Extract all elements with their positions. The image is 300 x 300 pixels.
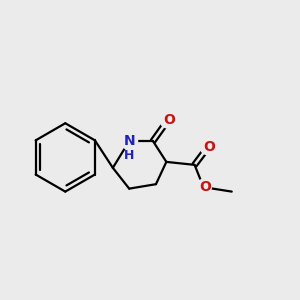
Text: O: O	[203, 140, 215, 154]
Text: O: O	[199, 180, 211, 194]
Circle shape	[200, 139, 216, 155]
Text: O: O	[164, 113, 175, 127]
Text: N: N	[123, 134, 135, 148]
Circle shape	[160, 112, 176, 128]
Text: H: H	[124, 149, 134, 162]
Circle shape	[196, 179, 211, 195]
Circle shape	[121, 133, 137, 149]
